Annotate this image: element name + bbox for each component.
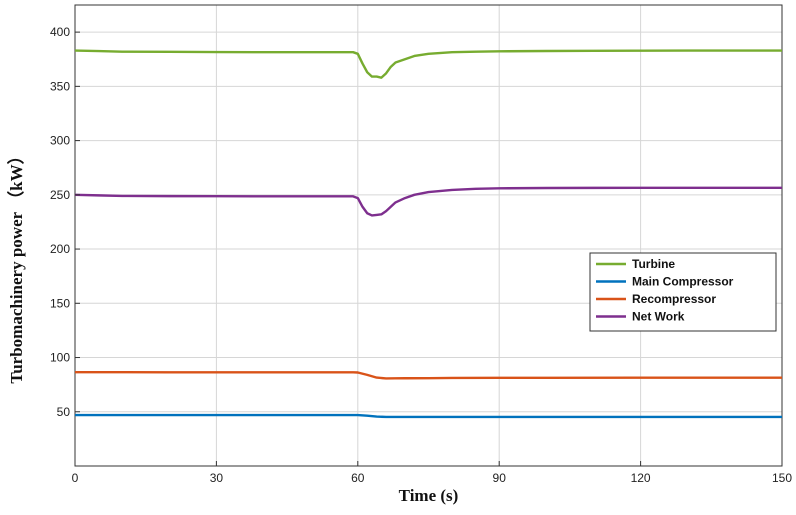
y-tick-label: 200 (50, 242, 70, 256)
y-axis-label: Turbomachinery power （kW） (6, 147, 26, 383)
tick-labels: 0 30 60 90 120 150 50 100 150 200 250 300 350 400 (50, 25, 792, 485)
y-tick-label: 50 (57, 405, 71, 419)
y-tick-label: 300 (50, 134, 70, 148)
series-line-main-compressor (75, 413, 782, 419)
x-tick-label: 90 (493, 471, 507, 485)
plot-area-frame (74, 4, 783, 467)
x-tick-label: 0 (72, 471, 79, 485)
y-tick-label: 350 (50, 79, 70, 93)
x-tick-label: 30 (210, 471, 224, 485)
legend-label-turbine: Turbine (632, 257, 675, 271)
grid (75, 5, 782, 466)
y-tick-label: 400 (50, 25, 70, 39)
series-line-net-work (74, 186, 782, 217)
x-axis-label: Time (s) (399, 486, 459, 505)
x-tick-label: 150 (772, 471, 792, 485)
y-tick-label: 150 (50, 296, 70, 310)
x-tick-label: 120 (631, 471, 651, 485)
y-tick-label: 100 (50, 351, 70, 365)
legend-label-net-work: Net Work (632, 310, 685, 324)
legend-box (589, 252, 777, 332)
series-group (74, 49, 782, 419)
legend: Turbine Main Compressor Recompressor Net Wo… (589, 252, 777, 332)
x-tick-label: 60 (351, 471, 365, 485)
legend-label-recompressor: Recompressor (632, 292, 716, 306)
y-tick-label: 250 (50, 188, 70, 202)
series-line-turbine (74, 49, 782, 79)
legend-label-main-compressor: Main Compressor (632, 275, 734, 289)
series-line-recompressor (74, 370, 782, 380)
